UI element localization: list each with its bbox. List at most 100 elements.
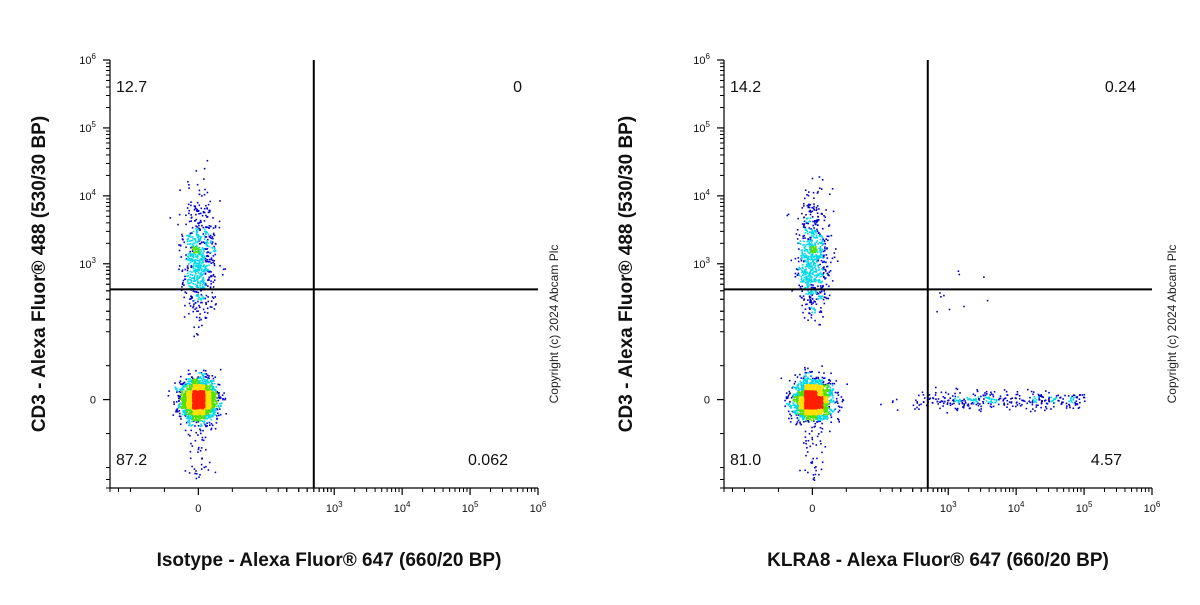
event-dot [205,303,207,305]
event-dot [209,259,211,261]
event-dot [181,383,183,385]
event-dot [817,286,819,288]
event-dot [186,385,188,387]
event-dot [191,246,193,248]
event-dot [828,236,830,238]
event-dot [191,217,193,219]
event-dot [187,391,189,393]
event-dot [826,247,828,249]
event-dot [823,266,825,268]
event-dot [836,401,838,403]
event-dot [193,270,195,272]
event-dot [208,204,210,206]
event-dot [1058,400,1060,402]
event-dot [973,400,975,402]
event-dot [194,379,196,381]
event-dot [812,178,814,180]
event-dot [818,267,820,269]
event-dot [830,394,832,396]
event-dot [189,389,191,391]
event-dot [814,243,816,245]
event-dot [204,379,206,381]
event-dot [195,392,197,394]
event-dot [809,264,811,266]
event-dot [832,397,834,399]
event-dot [809,308,811,310]
event-dot [183,280,185,282]
event-dot [192,407,194,409]
event-dot [954,393,956,395]
event-dot [807,259,809,261]
event-dot [809,313,811,315]
event-dot [1079,402,1081,404]
event-dot [200,433,202,435]
event-dot [199,239,201,241]
event-dot [823,414,825,416]
event-dot [812,443,814,445]
event-dot [199,259,201,261]
event-dot [804,375,806,377]
event-dot [1079,394,1081,396]
event-dot [199,418,201,420]
event-dot [819,187,821,189]
event-dot [828,379,830,381]
event-dot [1026,408,1028,410]
event-dot [790,406,792,408]
event-dot [189,373,191,375]
event-dot [802,399,804,401]
event-dot [203,251,205,253]
event-dot [216,401,218,403]
event-dot [204,238,206,240]
event-dot [209,422,211,424]
event-dot [191,388,193,390]
event-dot [192,240,194,242]
event-dot [195,382,197,384]
event-dot [187,235,189,237]
event-dot [813,474,815,476]
event-dot [185,470,187,472]
event-dot [818,281,820,283]
event-dot [204,231,206,233]
event-dot [813,479,815,481]
event-dot [815,231,817,233]
event-dot [192,424,194,426]
event-dot [218,415,220,417]
event-dot [192,250,194,252]
event-dot [1032,408,1034,410]
event-dot [817,240,819,242]
event-dot [1079,398,1081,400]
event-dot [215,472,217,474]
event-dot [811,287,813,289]
event-dot [202,215,204,217]
event-dot [178,398,180,400]
event-dot [1027,389,1029,391]
event-dot [811,235,813,237]
event-dot [808,417,810,419]
event-dot [804,244,806,246]
event-dot [208,264,210,266]
event-dot [825,417,827,419]
event-dot [193,281,195,283]
event-dot [823,299,825,301]
event-dot [189,435,191,437]
event-dot [812,378,814,380]
event-dot [808,221,810,223]
event-dot [807,205,809,207]
event-dot [214,263,216,265]
event-dot [1007,400,1009,402]
event-dot [802,238,804,240]
event-dot [200,376,202,378]
event-dot [197,434,199,436]
event-dot [831,401,833,403]
event-dot [801,249,803,251]
event-dot [819,176,821,178]
event-dot [203,227,205,229]
event-dot [823,391,825,393]
event-dot [915,400,917,402]
event-dot [186,259,188,261]
event-dot [932,402,934,404]
event-dot [805,266,807,268]
event-dot [810,419,812,421]
event-dot [1029,402,1031,404]
event-dot [830,383,832,385]
